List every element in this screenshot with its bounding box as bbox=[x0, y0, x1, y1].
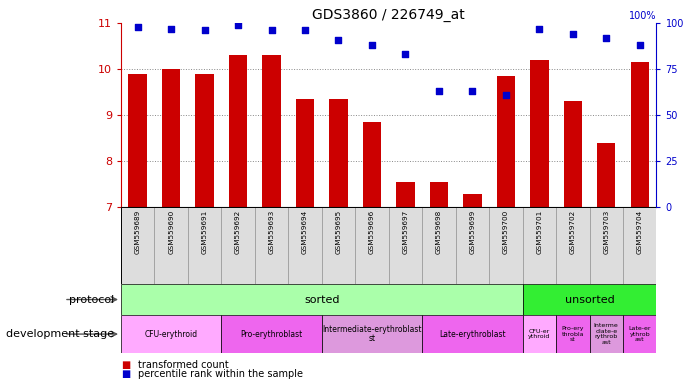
Bar bbox=[589, 315, 623, 353]
Text: unsorted: unsorted bbox=[565, 295, 614, 305]
Bar bbox=[229, 55, 247, 207]
Bar bbox=[355, 207, 388, 284]
Text: development stage: development stage bbox=[6, 329, 114, 339]
Bar bbox=[623, 207, 656, 284]
Text: protocol: protocol bbox=[69, 295, 114, 305]
Text: GSM559703: GSM559703 bbox=[603, 210, 609, 254]
Bar bbox=[330, 99, 348, 207]
Text: transformed count: transformed count bbox=[138, 360, 229, 370]
Text: Intermediate-erythroblast
st: Intermediate-erythroblast st bbox=[322, 325, 422, 343]
Point bbox=[266, 27, 277, 33]
Bar bbox=[522, 207, 556, 284]
Point bbox=[634, 42, 645, 48]
Text: GSM559698: GSM559698 bbox=[436, 210, 442, 254]
Text: percentile rank within the sample: percentile rank within the sample bbox=[138, 369, 303, 379]
Text: Late-er
ythrob
ast: Late-er ythrob ast bbox=[629, 326, 651, 342]
Bar bbox=[522, 284, 656, 315]
Point bbox=[132, 24, 143, 30]
Text: GSM559694: GSM559694 bbox=[302, 210, 308, 254]
Bar bbox=[121, 284, 522, 315]
Point bbox=[500, 92, 511, 98]
Bar bbox=[623, 315, 656, 353]
Text: GSM559690: GSM559690 bbox=[168, 210, 174, 254]
Point bbox=[400, 51, 411, 58]
Bar bbox=[556, 315, 589, 353]
Bar bbox=[489, 207, 522, 284]
Bar bbox=[363, 122, 381, 207]
Bar bbox=[221, 207, 255, 284]
Text: GSM559701: GSM559701 bbox=[536, 210, 542, 254]
Point bbox=[333, 36, 344, 43]
Text: GSM559704: GSM559704 bbox=[636, 210, 643, 254]
Bar bbox=[221, 315, 322, 353]
Text: GSM559702: GSM559702 bbox=[570, 210, 576, 254]
Bar bbox=[522, 315, 556, 353]
Bar bbox=[154, 207, 188, 284]
Bar bbox=[589, 207, 623, 284]
Bar bbox=[556, 207, 589, 284]
Text: Interme
diate-e
rythrob
ast: Interme diate-e rythrob ast bbox=[594, 323, 618, 345]
Bar bbox=[564, 101, 582, 207]
Bar bbox=[422, 315, 522, 353]
Point bbox=[199, 27, 210, 33]
Bar bbox=[388, 207, 422, 284]
Bar bbox=[597, 143, 616, 207]
Text: Pro-erythroblast: Pro-erythroblast bbox=[240, 329, 303, 339]
Point bbox=[366, 42, 377, 48]
Bar bbox=[463, 194, 482, 207]
Bar bbox=[288, 207, 322, 284]
Bar bbox=[455, 207, 489, 284]
Text: GSM559692: GSM559692 bbox=[235, 210, 241, 254]
Point bbox=[433, 88, 444, 94]
Bar bbox=[422, 207, 455, 284]
Bar bbox=[322, 207, 355, 284]
Point bbox=[166, 25, 177, 31]
Bar bbox=[430, 182, 448, 207]
Text: GSM559700: GSM559700 bbox=[503, 210, 509, 254]
Bar bbox=[322, 315, 422, 353]
Bar bbox=[263, 55, 281, 207]
Bar bbox=[255, 207, 288, 284]
Text: GSM559689: GSM559689 bbox=[135, 210, 141, 254]
Text: ■: ■ bbox=[121, 369, 130, 379]
Text: sorted: sorted bbox=[304, 295, 339, 305]
Text: Pro-ery
throbla
st: Pro-ery throbla st bbox=[562, 326, 584, 342]
Bar bbox=[162, 69, 180, 207]
Text: ■: ■ bbox=[121, 360, 130, 370]
Bar bbox=[121, 315, 221, 353]
Bar bbox=[196, 74, 214, 207]
Title: GDS3860 / 226749_at: GDS3860 / 226749_at bbox=[312, 8, 465, 22]
Bar bbox=[296, 99, 314, 207]
Text: GSM559693: GSM559693 bbox=[269, 210, 274, 254]
Text: CFU-er
ythroid: CFU-er ythroid bbox=[528, 329, 551, 339]
Bar bbox=[497, 76, 515, 207]
Point bbox=[533, 25, 545, 31]
Point bbox=[567, 31, 578, 37]
Text: 100%: 100% bbox=[629, 11, 656, 21]
Point bbox=[467, 88, 478, 94]
Point bbox=[299, 27, 310, 33]
Text: GSM559696: GSM559696 bbox=[369, 210, 375, 254]
Text: CFU-erythroid: CFU-erythroid bbox=[144, 329, 198, 339]
Bar bbox=[129, 74, 147, 207]
Point bbox=[233, 22, 244, 28]
Text: GSM559699: GSM559699 bbox=[469, 210, 475, 254]
Text: GSM559695: GSM559695 bbox=[336, 210, 341, 254]
Bar bbox=[630, 62, 649, 207]
Point bbox=[600, 35, 612, 41]
Text: GSM559691: GSM559691 bbox=[202, 210, 207, 254]
Text: Late-erythroblast: Late-erythroblast bbox=[439, 329, 506, 339]
Bar bbox=[530, 60, 549, 207]
Text: GSM559697: GSM559697 bbox=[402, 210, 408, 254]
Bar bbox=[396, 182, 415, 207]
Bar bbox=[121, 207, 154, 284]
Bar bbox=[188, 207, 221, 284]
